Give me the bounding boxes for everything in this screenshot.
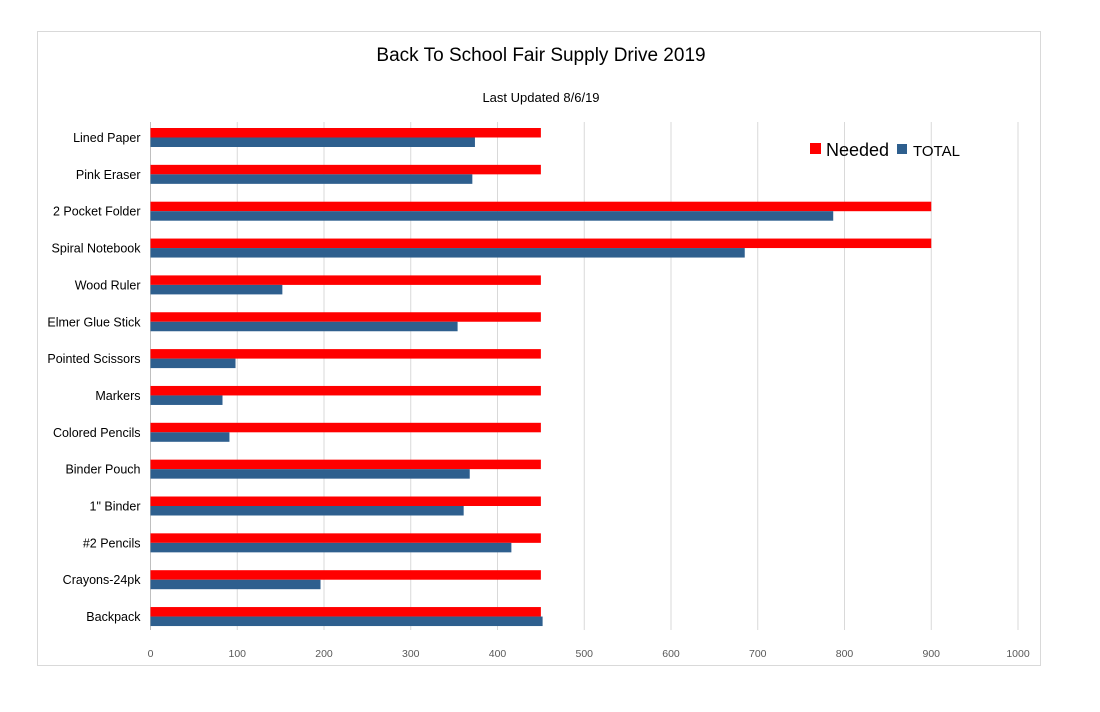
category-label: Markers (95, 389, 140, 403)
legend-label-total: TOTAL (913, 143, 960, 160)
category-label: Crayons-24pk (63, 573, 142, 587)
category-label: Binder Pouch (65, 463, 140, 477)
needed-bar (150, 533, 541, 543)
category-label: #2 Pencils (83, 536, 141, 550)
total-bar (150, 542, 512, 553)
needed-bar (150, 570, 541, 580)
legend-swatch-total (897, 144, 907, 154)
needed-bar (150, 349, 541, 359)
needed-bar (150, 385, 541, 396)
total-bar (150, 321, 458, 332)
category-label: 1" Binder (90, 500, 141, 514)
total-bar (150, 616, 543, 627)
category-label: Spiral Notebook (52, 242, 142, 256)
needed-bar (150, 496, 541, 506)
legend: Needed TOTAL (810, 140, 960, 160)
legend-label-needed: Needed (826, 140, 889, 160)
total-bar (150, 137, 475, 147)
x-tick-label: 500 (575, 648, 593, 660)
x-tick-label: 200 (315, 648, 333, 660)
needed-bar (150, 312, 541, 322)
x-tick-label: 300 (402, 648, 420, 660)
needed-bar (150, 128, 541, 138)
needed-bar (150, 459, 541, 470)
category-labels: Lined Paper Pink Eraser 2 Pocket Folder Spi… (47, 131, 141, 624)
category-label: 2 Pocket Folder (53, 205, 141, 219)
total-bar (150, 174, 473, 184)
category-label: Pointed Scissors (47, 352, 140, 366)
needed-bar (150, 164, 541, 175)
category-label: Backpack (86, 610, 141, 624)
category-label: Wood Ruler (75, 278, 141, 292)
bar-chart: Back To School Fair Supply Drive 2019 La… (47, 45, 1030, 660)
needed-bar (150, 238, 932, 249)
chart-area: Back To School Fair Supply Drive 2019 La… (37, 31, 1041, 666)
bars (150, 128, 932, 627)
needed-bar (150, 275, 541, 285)
x-tick-label: 700 (749, 648, 767, 660)
needed-bar (150, 607, 541, 617)
total-bar (150, 284, 283, 295)
total-bar (150, 579, 321, 590)
needed-bar (150, 201, 932, 212)
total-bar (150, 211, 834, 221)
x-tick-label: 1000 (1006, 648, 1030, 660)
total-bar (150, 248, 745, 258)
gridlines (150, 122, 1019, 630)
total-bar (150, 432, 230, 442)
x-tick-label: 800 (836, 648, 854, 660)
x-tick-label: 600 (662, 648, 680, 660)
total-bar (150, 395, 223, 405)
category-label: Elmer Glue Stick (47, 315, 141, 329)
legend-swatch-needed (810, 143, 821, 154)
chart-subtitle: Last Updated 8/6/19 (482, 90, 599, 105)
x-tick-label: 400 (489, 648, 507, 660)
total-bar (150, 506, 464, 516)
x-tick-labels: 0 100 200 300 400 500 600 700 800 900 1000 (148, 648, 1030, 660)
total-bar (150, 469, 470, 479)
category-label: Colored Pencils (53, 426, 141, 440)
x-tick-label: 0 (148, 648, 154, 660)
category-label: Pink Eraser (76, 168, 141, 182)
chart-title: Back To School Fair Supply Drive 2019 (376, 45, 705, 66)
needed-bar (150, 422, 541, 433)
total-bar (150, 358, 236, 369)
category-label: Lined Paper (73, 131, 140, 145)
x-tick-label: 100 (228, 648, 246, 660)
x-tick-label: 900 (922, 648, 940, 660)
